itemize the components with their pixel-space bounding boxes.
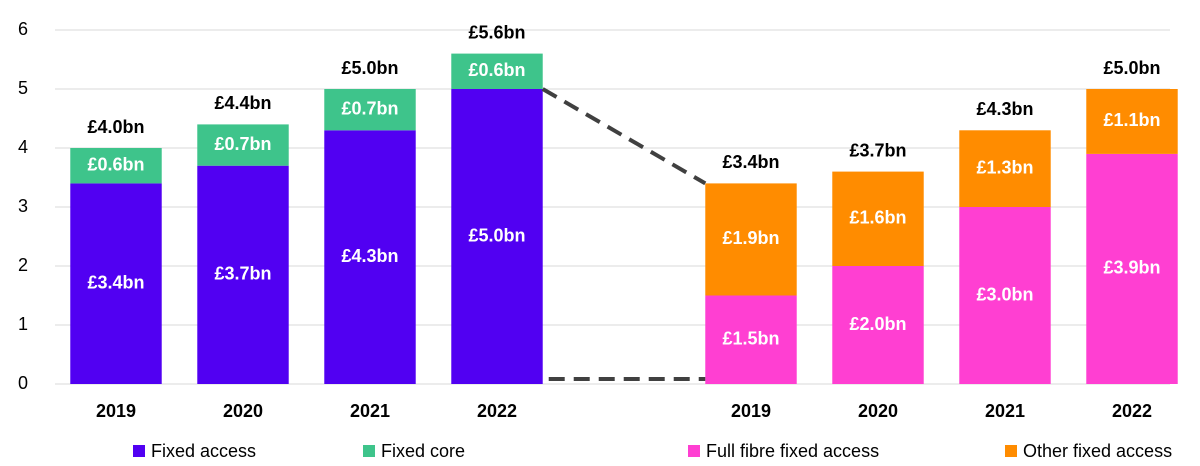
legend-label: Full fibre fixed access (706, 441, 879, 461)
value-label: £1.9bn (722, 228, 779, 248)
bar-segment (324, 89, 416, 131)
value-label: £5.0bn (468, 225, 525, 245)
legend-swatch (363, 445, 375, 457)
value-label: £0.6bn (87, 154, 144, 174)
bar-segment (959, 207, 1051, 384)
x-tick-label: 2021 (985, 401, 1025, 421)
value-label: £0.6bn (468, 60, 525, 80)
value-label: £0.7bn (214, 134, 271, 154)
bar-segment (1086, 153, 1178, 384)
total-label: £5.6bn (468, 22, 525, 42)
value-label: £1.5bn (722, 329, 779, 349)
bar-segment (451, 89, 543, 384)
value-label: £3.4bn (87, 272, 144, 292)
total-label: £5.0bn (341, 58, 398, 78)
y-tick-label: 4 (18, 137, 28, 157)
x-tick-label: 2021 (350, 401, 390, 421)
y-tick-label: 0 (18, 373, 28, 393)
value-label: £3.7bn (214, 264, 271, 284)
connector (541, 87, 707, 186)
bar-segment (70, 148, 162, 184)
legend-label: Other fixed access (1023, 441, 1172, 461)
total-label: £3.4bn (722, 152, 779, 172)
x-tick-label: 2019 (731, 401, 771, 421)
value-label: £3.0bn (976, 284, 1033, 304)
total-label: £4.3bn (976, 99, 1033, 119)
bar-segment (1086, 89, 1178, 154)
y-tick-label: 5 (18, 78, 28, 98)
x-tick-label: 2020 (223, 401, 263, 421)
bar-segment (832, 266, 924, 384)
y-tick-label: 3 (18, 196, 28, 216)
bar-segment (705, 295, 797, 384)
total-label: £5.0bn (1103, 58, 1160, 78)
legend-label: Fixed access (151, 441, 256, 461)
bar-segment (324, 130, 416, 384)
bar-segment (70, 183, 162, 384)
value-label: £2.0bn (849, 314, 906, 334)
value-label: £1.3bn (976, 157, 1033, 177)
legend-swatch (688, 445, 700, 457)
y-tick-label: 6 (18, 19, 28, 39)
x-tick-label: 2022 (1112, 401, 1152, 421)
value-label: £1.6bn (849, 208, 906, 228)
bar-segment (705, 183, 797, 296)
bar-segment (832, 171, 924, 266)
bar-segment (197, 124, 289, 166)
x-tick-label: 2022 (477, 401, 517, 421)
total-label: £3.7bn (849, 140, 906, 160)
bar-segment (197, 165, 289, 384)
legend-swatch (1005, 445, 1017, 457)
value-label: £0.7bn (341, 98, 398, 118)
value-label: £3.9bn (1103, 258, 1160, 278)
legend-swatch (133, 445, 145, 457)
value-label: £1.1bn (1103, 110, 1160, 130)
bar-segment (451, 53, 543, 89)
legend-label: Fixed core (381, 441, 465, 461)
bar-segment (959, 130, 1051, 207)
total-label: £4.4bn (214, 93, 271, 113)
value-label: £4.3bn (341, 246, 398, 266)
y-tick-label: 1 (18, 314, 28, 334)
y-tick-label: 2 (18, 255, 28, 275)
x-tick-label: 2020 (858, 401, 898, 421)
total-label: £4.0bn (87, 117, 144, 137)
x-tick-label: 2019 (96, 401, 136, 421)
